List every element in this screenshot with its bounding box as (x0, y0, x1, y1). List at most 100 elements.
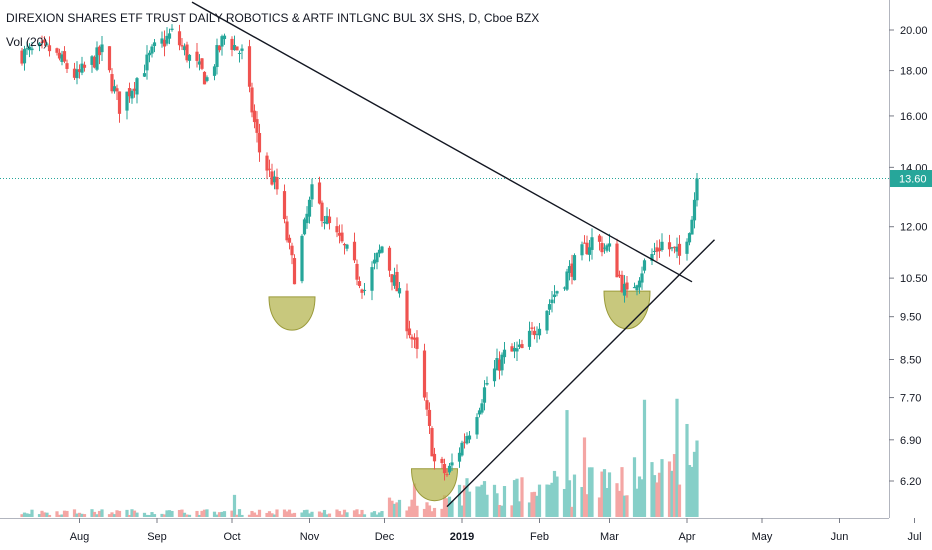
volume-bar (145, 514, 149, 517)
candle-body (650, 253, 654, 262)
volume-bar (600, 471, 604, 517)
volume-bar (302, 510, 307, 517)
candle-body (215, 45, 219, 67)
time-tick-label: Apr (678, 531, 695, 543)
candle-body (657, 248, 662, 252)
candle-body (582, 242, 587, 244)
candle-body (600, 243, 604, 253)
volume-bar (115, 510, 119, 517)
volume-bar (125, 509, 129, 517)
volume-bar (632, 457, 637, 517)
candle-body (567, 266, 572, 273)
volume-bar (275, 509, 279, 517)
candle-body (327, 216, 332, 224)
volume-bar (440, 508, 444, 517)
candle-body (532, 330, 537, 336)
volume-bar (460, 505, 464, 517)
volume-bar (515, 478, 519, 517)
candle-body (150, 46, 154, 54)
candle-body (160, 38, 164, 44)
candle-body (380, 246, 384, 253)
candle-body (545, 310, 549, 331)
volume-bar (60, 514, 64, 517)
time-tick-label: Sep (147, 531, 167, 543)
candle-body (147, 52, 152, 56)
volume-bar (270, 513, 274, 517)
volume-bar (667, 461, 672, 517)
price-tick-label: 6.20 (900, 476, 921, 488)
volume-bar (215, 514, 219, 517)
volume-bar (412, 483, 417, 517)
candle-body (345, 244, 349, 249)
price-tick-label: 7.70 (900, 393, 921, 405)
candle-body (587, 247, 592, 255)
candle-body (572, 255, 577, 281)
volume-bar (357, 514, 362, 517)
candle-body (247, 46, 252, 87)
candle-body (252, 110, 257, 123)
volume-bar (222, 511, 227, 517)
last-price-tag: 13.60 (890, 170, 932, 188)
candle-body (390, 274, 394, 283)
candle-body (100, 44, 104, 53)
candle-body (342, 244, 347, 246)
candle-body (152, 42, 157, 47)
candle-body (135, 78, 139, 95)
volume-bar (240, 514, 244, 517)
candle-body (632, 287, 637, 289)
candle-body (217, 45, 222, 51)
volume-bar (622, 495, 627, 517)
candle-body (25, 48, 29, 50)
volume-bar (40, 510, 44, 517)
candle-body (180, 45, 184, 47)
candle-body (305, 213, 309, 224)
volume-bar (237, 509, 242, 517)
volume-bar (650, 462, 654, 517)
volume-bar (250, 510, 254, 517)
volume-bar (675, 398, 679, 517)
volume-bar (325, 514, 329, 517)
volume-bar (652, 475, 657, 517)
candle-body (202, 71, 207, 85)
volume-bar (362, 514, 367, 517)
candle-body (397, 288, 402, 294)
volume-bar (177, 509, 182, 517)
candle-body (675, 246, 679, 252)
volume-bar (677, 484, 682, 517)
candle-body (430, 428, 434, 457)
volume-bar (335, 509, 339, 517)
volume-bar (107, 514, 112, 517)
volume-bar (287, 509, 292, 517)
candle-body (695, 178, 699, 201)
volume-bar (462, 485, 467, 517)
candle-body (520, 344, 524, 349)
volume-bar (255, 514, 259, 517)
volume-bar (307, 513, 312, 517)
time-tick-label: Jun (831, 531, 849, 543)
volume-bar (425, 502, 429, 517)
cup-patterns (268, 290, 651, 502)
volume-bar (620, 467, 624, 517)
candle-body (377, 249, 382, 254)
volume-bar (290, 513, 294, 517)
candle-body (480, 403, 484, 413)
volume-bar (180, 509, 184, 517)
volume-bar (25, 513, 29, 517)
volume-bar (687, 465, 692, 517)
candle-body (687, 233, 692, 243)
volume-bar (90, 509, 94, 517)
volume-bar (42, 512, 47, 517)
trendline (446, 239, 715, 508)
volume-bar (547, 484, 552, 517)
volume-bar (690, 466, 694, 517)
volume-bar (147, 514, 152, 517)
candle-body (197, 61, 202, 65)
volume-bar (397, 499, 402, 517)
candle-body (537, 328, 542, 336)
candle-body (677, 243, 682, 256)
volume-bar (165, 510, 169, 517)
price-tick-label: 18.00 (900, 66, 928, 78)
volume-bar (392, 503, 397, 517)
volume-indicator-label: Vol (20) (6, 35, 47, 49)
candle-body (462, 441, 467, 443)
